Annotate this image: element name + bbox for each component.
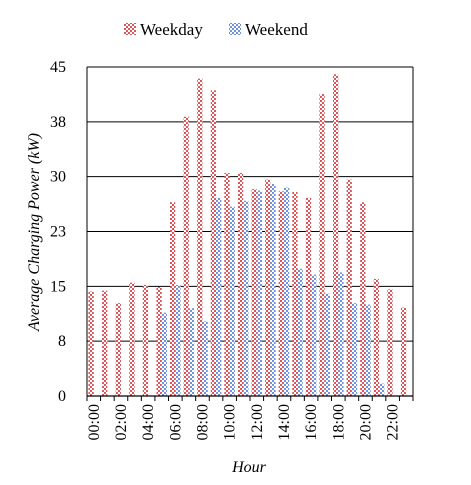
bar-weekday-0900 (210, 90, 217, 396)
bar-weekend-1000 (229, 206, 235, 396)
bar-weekend-1500 (297, 268, 303, 396)
gridlines (87, 66, 413, 397)
bar-weekday-1400 (278, 191, 284, 396)
x-tick-label: 08:00 (194, 404, 211, 440)
legend-label-weekend: Weekend (245, 20, 308, 39)
bar-weekend-1300 (270, 183, 276, 396)
bar-weekday-0200 (115, 303, 121, 396)
bar-weekday-1600 (305, 197, 312, 396)
bar-weekend-1200 (256, 190, 263, 396)
y-tick-label: 30 (50, 169, 66, 186)
bars (88, 74, 407, 397)
bar-weekend-0800 (202, 321, 208, 396)
bar-weekend-0500 (161, 312, 168, 396)
x-tick-label: 04:00 (140, 404, 157, 440)
legend-label-weekday: Weekday (140, 20, 203, 39)
legend-swatch-weekday (124, 23, 136, 35)
bar-weekday-0000 (88, 291, 94, 396)
x-axis-title: Hour (231, 459, 267, 476)
y-tick-label: 23 (50, 224, 66, 241)
bar-weekend-2100 (379, 383, 385, 396)
bar-weekday-1800 (332, 74, 339, 397)
x-tick-label: 02:00 (113, 404, 130, 440)
bar-weekend-1100 (243, 200, 249, 396)
bar-weekend-2000 (365, 304, 371, 396)
bar-weekday-1500 (292, 192, 298, 396)
bar-weekday-1000 (224, 173, 230, 396)
bar-weekday-0500 (156, 287, 162, 396)
bar-weekday-2100 (373, 279, 380, 396)
axes (86, 67, 414, 401)
bar-weekday-0600 (169, 202, 176, 396)
bar-weekday-1200 (251, 189, 257, 396)
bar-weekend-1400 (283, 187, 290, 396)
bar-weekday-0100 (102, 290, 108, 396)
x-tick-label: 22:00 (385, 404, 402, 440)
x-tick-label: 10:00 (222, 404, 239, 440)
x-tick-label: 14:00 (276, 404, 293, 440)
legend-swatch-weekend (229, 23, 241, 35)
y-tick-label: 8 (58, 333, 66, 350)
x-tick-labels: 00:00 02:00 04:00 06:00 08:00 10:00 12:00 14:00… (86, 404, 402, 440)
bar-weekend-1700 (324, 293, 331, 396)
y-tick-labels: 0 8 15 23 30 38 45 (50, 59, 66, 405)
y-tick-label: 0 (58, 388, 66, 405)
x-tick-label: 20:00 (357, 404, 374, 440)
bar-weekday-0300 (129, 282, 135, 396)
bar-weekday-2300 (400, 307, 407, 396)
bar-weekend-1800 (338, 272, 344, 396)
bar-weekday-1700 (319, 94, 325, 396)
x-tick-label: 18:00 (330, 404, 347, 440)
x-tick-label: 16:00 (303, 404, 320, 440)
bar-weekend-1600 (311, 274, 317, 396)
bar-weekday-1300 (265, 179, 271, 396)
y-axis-title: Average Charging Power (kW) (26, 133, 43, 332)
y-tick-label: 15 (50, 278, 66, 295)
bar-weekday-1100 (237, 173, 244, 396)
bar-weekday-2200 (387, 289, 393, 396)
legend: Weekday Weekend (124, 20, 308, 39)
bar-weekend-0600 (175, 284, 181, 396)
bar-weekday-2000 (360, 202, 366, 396)
y-tick-label: 38 (50, 114, 66, 131)
x-tick-label: 06:00 (167, 404, 184, 440)
bar-weekday-0700 (183, 116, 189, 397)
bar-weekday-0800 (197, 78, 203, 396)
bar-weekday-0400 (142, 284, 149, 396)
bar-weekend-0900 (216, 197, 222, 396)
x-tick-label: 00:00 (86, 404, 103, 440)
bar-weekend-0700 (188, 308, 195, 396)
y-tick-label: 45 (50, 59, 66, 76)
bar-weekend-1900 (351, 303, 358, 396)
x-tick-label: 12:00 (249, 404, 266, 440)
bar-weekday-1900 (346, 179, 352, 396)
